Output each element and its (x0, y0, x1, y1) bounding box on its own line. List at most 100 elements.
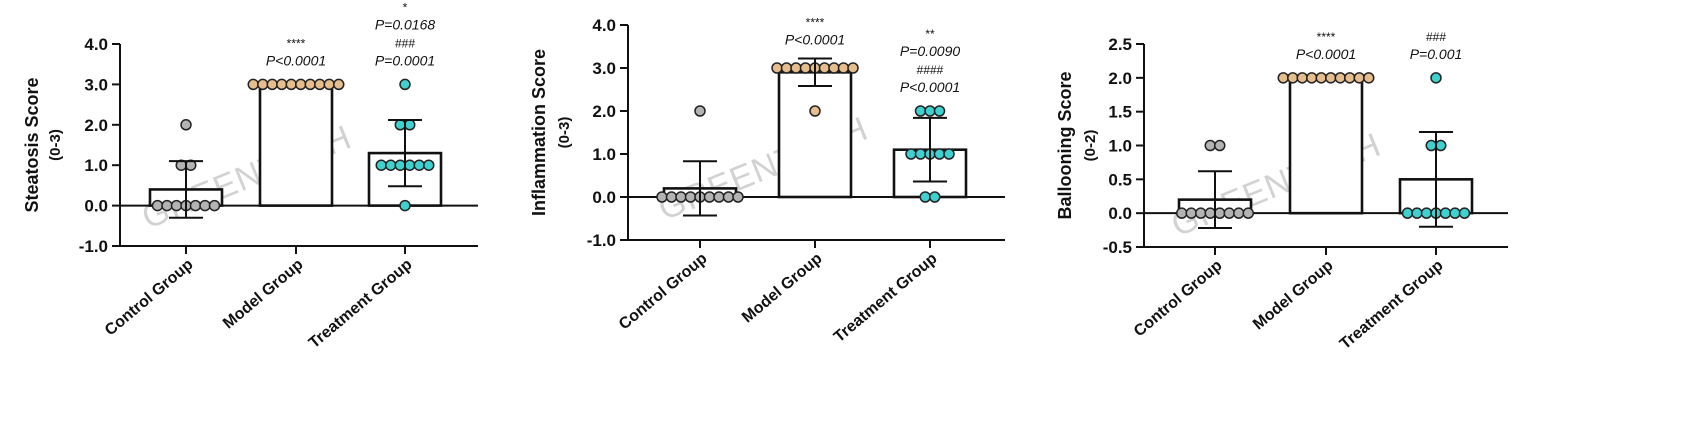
y-tick-label: 2.5 (1108, 35, 1132, 54)
data-point (1315, 72, 1327, 84)
p-value-label: P<0.0001 (900, 79, 960, 95)
data-point (1353, 72, 1365, 84)
p-value-label: P<0.0001 (1296, 46, 1356, 62)
data-point (929, 191, 941, 203)
data-point (404, 119, 416, 131)
data-point (1430, 72, 1442, 84)
data-point (323, 78, 335, 91)
data-point (285, 78, 297, 91)
data-point (656, 191, 668, 203)
p-value-label: P=0.0090 (900, 43, 961, 59)
y-tick-label: 3.0 (84, 75, 108, 94)
significance-marker: **** (806, 16, 825, 30)
y-tick-label: 2.0 (592, 102, 616, 121)
data-point (713, 191, 725, 203)
data-point (1439, 207, 1452, 219)
category-label: Control Group (616, 250, 711, 333)
data-point (1334, 72, 1346, 84)
data-point (1185, 207, 1197, 219)
data-point (1344, 72, 1356, 84)
category-label: Treatment Group (831, 250, 941, 346)
p-value-label: P<0.0001 (785, 32, 845, 48)
data-point (394, 159, 406, 171)
y-tick-label: 3.0 (592, 59, 616, 78)
data-point (423, 159, 435, 171)
data-point (199, 199, 211, 212)
data-point (180, 119, 192, 131)
bar-2 (1288, 76, 1364, 215)
p-value-label: P<0.0001 (266, 52, 326, 68)
data-point (684, 191, 697, 203)
category-label: Model Group (220, 256, 307, 333)
y-axis-unit: (0-3) (556, 117, 573, 149)
data-point (1411, 207, 1423, 219)
data-point (828, 62, 840, 74)
data-point (818, 62, 831, 74)
data-point (295, 78, 307, 91)
data-point (919, 191, 931, 203)
y-tick-label: 1.0 (592, 145, 616, 164)
chart-panel-2: GREENTECH4.03.02.01.00.0-1.0Inflammation… (529, 16, 1005, 346)
bar-2 (258, 83, 334, 207)
data-point (1233, 207, 1245, 219)
data-point (170, 199, 183, 212)
significance-marker: ### (395, 36, 415, 50)
data-point (1458, 207, 1471, 219)
category-label: Model Group (1250, 257, 1337, 334)
data-point (413, 159, 425, 171)
y-axis-label: Inflammation Score (529, 49, 549, 216)
data-point (933, 105, 946, 117)
data-point (722, 191, 735, 203)
data-point (943, 148, 955, 160)
data-point (1420, 207, 1433, 219)
data-point (1296, 72, 1308, 84)
data-point (703, 191, 716, 203)
data-point (1287, 72, 1299, 84)
data-point (1425, 139, 1437, 152)
significance-marker: #### (917, 63, 944, 77)
y-axis-label: Ballooning Score (1055, 71, 1075, 219)
data-point (1449, 207, 1461, 219)
y-tick-label: 2.0 (1108, 69, 1132, 88)
data-point (675, 191, 687, 203)
data-point (1204, 139, 1216, 152)
data-point (1204, 207, 1216, 219)
p-value-label: P=0.0001 (375, 52, 435, 68)
data-point (276, 78, 288, 91)
data-point (375, 159, 387, 171)
y-tick-label: 2.0 (84, 116, 108, 135)
category-label: Model Group (739, 250, 826, 327)
y-tick-label: 4.0 (592, 16, 616, 35)
significance-marker: * (403, 0, 408, 14)
data-point (208, 199, 221, 212)
y-tick-label: 0.0 (592, 188, 616, 207)
data-point (914, 105, 927, 117)
data-point (799, 62, 812, 74)
data-point (665, 191, 678, 203)
data-point (1242, 207, 1254, 219)
data-point (1214, 139, 1226, 152)
data-point (694, 105, 706, 117)
y-tick-label: 4.0 (84, 35, 108, 54)
data-point (771, 62, 783, 74)
data-point (790, 62, 802, 74)
y-tick-label: -0.5 (1103, 238, 1132, 257)
data-point (1363, 72, 1375, 84)
data-point (404, 159, 416, 171)
y-axis-label: Steatosis Score (22, 77, 42, 212)
bar-2 (777, 71, 853, 199)
p-value-label: P=0.0168 (375, 16, 436, 32)
category-label: Treatment Group (306, 256, 416, 352)
data-point (933, 148, 946, 160)
data-point (385, 159, 397, 171)
y-tick-label: 1.0 (1108, 137, 1132, 156)
significance-marker: **** (1317, 30, 1336, 44)
data-point (1306, 72, 1318, 84)
y-tick-label: 1.5 (1108, 103, 1132, 122)
y-tick-label: 0.0 (84, 197, 108, 216)
data-point (809, 105, 821, 117)
data-point (151, 199, 164, 212)
